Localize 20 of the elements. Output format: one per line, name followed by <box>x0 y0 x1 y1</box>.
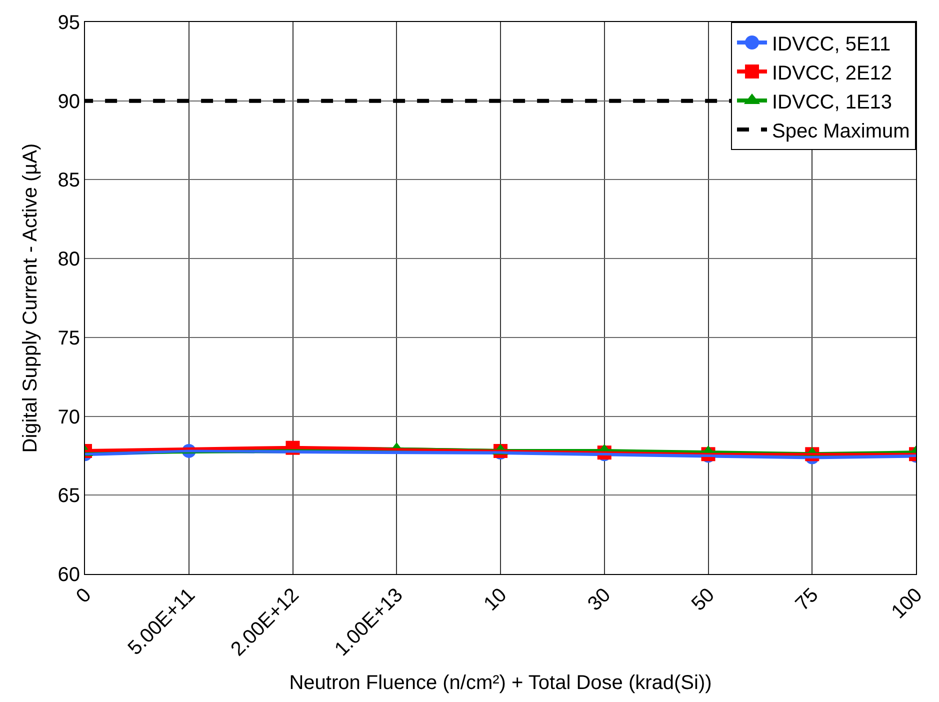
y-tick-label: 75 <box>58 327 80 350</box>
y-tick-label: 85 <box>58 170 80 192</box>
legend-label: Spec Maximum <box>772 120 910 142</box>
y-tick-label: 65 <box>58 485 80 508</box>
x-tick-label: 100 <box>887 584 927 624</box>
x-tick-label: 30 <box>584 584 615 616</box>
x-tick-label: 10 <box>480 584 512 616</box>
x-tick-label: 0 <box>72 584 96 608</box>
y-tick-label: 95 <box>58 12 80 34</box>
y-axis-title: Digital Supply Current - Active (µA) <box>19 143 42 453</box>
x-tick-label: 75 <box>791 584 823 616</box>
legend-label: IDVCC, 5E11 <box>772 33 891 56</box>
y-tick-label: 60 <box>58 564 80 586</box>
legend-label: IDVCC, 2E12 <box>772 62 892 84</box>
x-axis-title: Neutron Fluence (n/cm²) + Total Dose (krad(Si)) <box>289 672 712 694</box>
y-tick-label: 80 <box>58 248 80 271</box>
legend-label: IDVCC, 1E13 <box>772 91 892 114</box>
y-tick-label: 90 <box>58 90 80 113</box>
x-tick-label: 50 <box>688 584 719 616</box>
y-tick-label: 70 <box>58 406 80 428</box>
